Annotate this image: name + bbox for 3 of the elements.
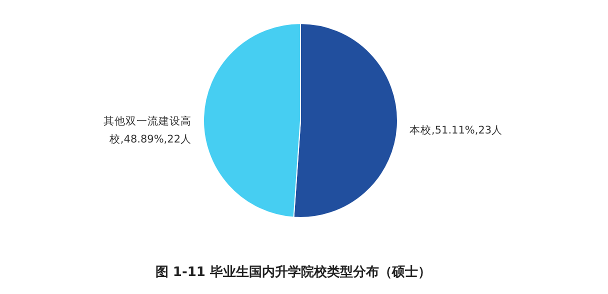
text: 图 1-11 毕业生国内升学院校类型分布（硕士）: [155, 264, 431, 280]
slice-label: 其他双一流建设高校,48.89%,22人: [104, 114, 192, 146]
slice-label: 本校,51.11%,23人: [410, 124, 503, 136]
